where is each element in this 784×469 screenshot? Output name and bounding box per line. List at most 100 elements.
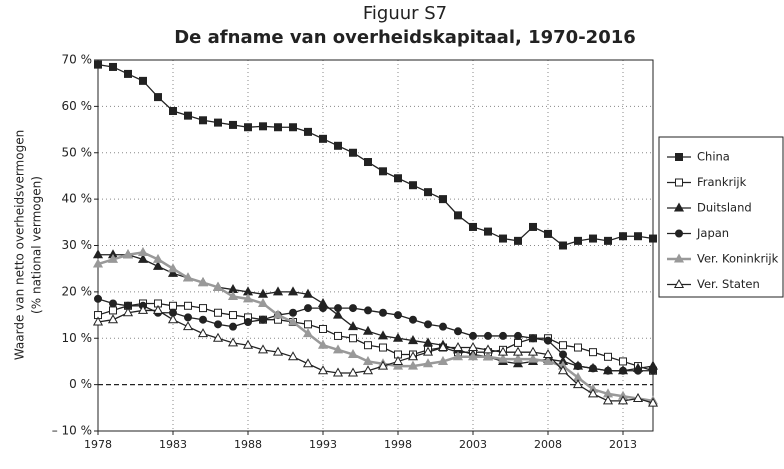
data-point — [634, 232, 642, 241]
data-point — [394, 174, 402, 183]
data-point — [362, 355, 374, 365]
data-point — [529, 334, 537, 343]
data-point — [302, 358, 314, 368]
x-tick-label: 1998 — [384, 438, 412, 451]
data-point — [229, 120, 237, 129]
data-point — [184, 301, 192, 310]
series-line — [97, 298, 653, 372]
data-point — [109, 62, 117, 71]
data-point — [469, 331, 477, 340]
data-point — [574, 362, 582, 371]
data-point — [272, 346, 284, 356]
data-point — [482, 344, 494, 354]
data-point — [244, 123, 252, 132]
data-point — [169, 107, 177, 116]
data-point — [602, 395, 614, 405]
data-point — [109, 299, 117, 308]
data-point — [259, 122, 267, 131]
data-point — [214, 320, 222, 329]
data-point — [199, 116, 207, 125]
data-point — [124, 69, 132, 78]
data-point — [334, 141, 342, 150]
data-point — [589, 234, 597, 243]
data-point — [512, 358, 524, 368]
data-point — [544, 336, 552, 345]
data-point — [122, 249, 134, 259]
data-point — [392, 355, 404, 365]
data-point — [649, 366, 657, 375]
data-point — [109, 306, 117, 315]
data-point — [544, 229, 552, 238]
x-tick-label: 2013 — [609, 438, 637, 451]
data-point — [557, 365, 569, 375]
data-point — [152, 253, 164, 263]
data-point — [572, 379, 584, 389]
data-point — [392, 360, 404, 370]
data-point — [199, 304, 207, 313]
data-point — [319, 304, 327, 313]
data-point — [484, 227, 492, 236]
series-line — [97, 63, 654, 247]
data-point — [319, 324, 327, 333]
data-point — [512, 346, 524, 356]
y-tick-label: 60 % — [62, 99, 93, 113]
data-point — [304, 127, 312, 136]
data-point — [137, 304, 149, 314]
data-point — [392, 332, 404, 342]
data-point — [137, 253, 149, 263]
data-point — [559, 350, 567, 359]
data-point — [214, 308, 222, 317]
data-point — [574, 236, 582, 245]
data-point — [619, 357, 627, 366]
data-point — [257, 344, 269, 354]
data-point — [467, 351, 479, 361]
data-point — [364, 341, 372, 350]
x-tick-label: 2008 — [534, 438, 562, 451]
legend-marker — [673, 202, 685, 212]
legend-marker — [673, 253, 685, 263]
data-point — [152, 260, 164, 270]
data-point — [304, 304, 312, 313]
data-point — [152, 304, 164, 314]
data-point — [469, 222, 477, 231]
legend-label: Japan — [696, 226, 729, 240]
data-point — [619, 232, 627, 241]
y-tick-label: 30 % — [62, 238, 93, 252]
chart-subtitle: De afname van overheidskapitaal, 1970-20… — [174, 27, 636, 48]
data-point — [349, 304, 357, 313]
legend-box — [658, 136, 784, 298]
y-axis-label: Waarde van netto overheidsvermogen — [13, 130, 27, 360]
data-point — [92, 316, 104, 326]
y-tick-label: 0 % — [69, 377, 92, 391]
data-point — [634, 366, 642, 375]
data-point — [107, 314, 119, 324]
data-point — [199, 315, 207, 324]
data-point — [287, 316, 299, 326]
data-point — [454, 327, 462, 336]
data-point — [409, 315, 417, 324]
series-line — [97, 251, 654, 403]
data-point — [527, 346, 539, 356]
data-point — [182, 321, 194, 331]
data-point — [617, 395, 629, 405]
legend-marker — [675, 153, 683, 161]
data-point — [214, 118, 222, 127]
data-point — [229, 311, 237, 320]
data-point — [649, 234, 657, 243]
data-point — [139, 76, 147, 85]
data-point — [362, 325, 374, 335]
data-point — [107, 253, 119, 263]
data-point — [452, 351, 464, 361]
series-line — [97, 302, 654, 372]
data-point — [467, 342, 479, 352]
data-point — [197, 328, 209, 338]
data-point — [169, 301, 177, 310]
data-point — [452, 342, 464, 352]
data-point — [94, 60, 102, 69]
data-point — [514, 338, 522, 347]
data-point — [529, 222, 537, 231]
data-point — [364, 158, 372, 167]
data-point — [604, 352, 612, 361]
